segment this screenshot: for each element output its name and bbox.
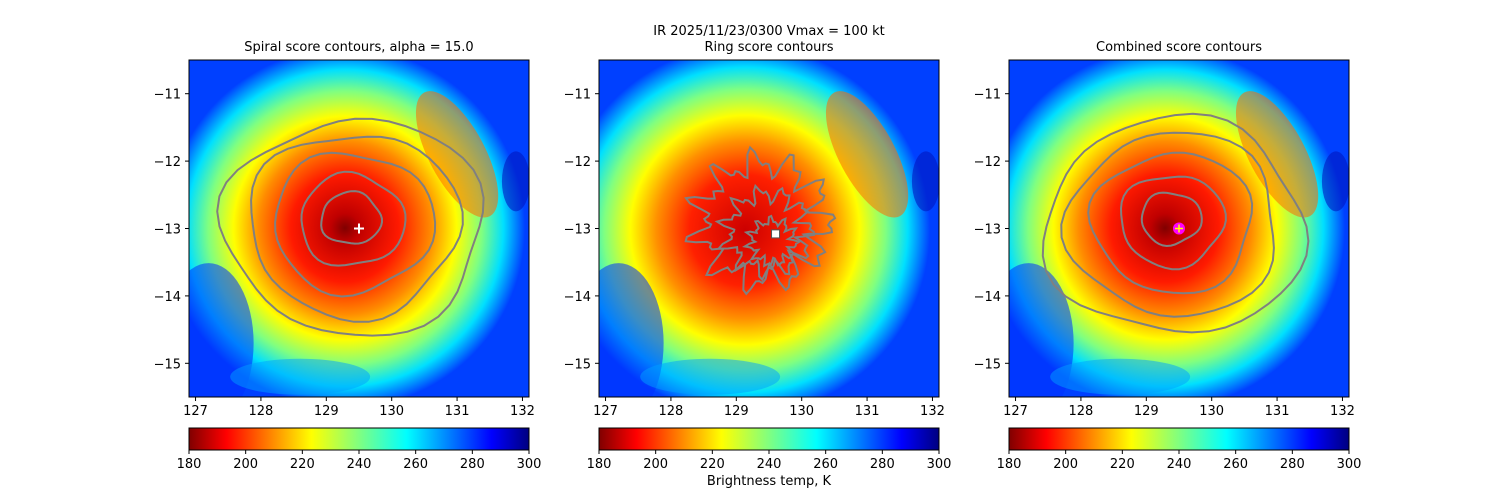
y-tick-label: −13 — [564, 223, 591, 238]
x-tick-label: 128 — [249, 404, 274, 419]
y-tick-label: −12 — [154, 155, 181, 170]
colorbar — [188, 427, 530, 451]
colorbar-tick-label: 220 — [290, 457, 315, 472]
x-tick-label: 129 — [1134, 404, 1159, 419]
y-tick-label: −15 — [564, 357, 591, 372]
x-tick-label: 131 — [855, 404, 880, 419]
colorbar-tick-label: 300 — [927, 457, 952, 472]
x-tick-label: 131 — [1265, 404, 1290, 419]
clear-region — [1321, 151, 1349, 212]
ir-image — [1009, 60, 1349, 397]
score-contour — [1087, 151, 1254, 295]
contours — [684, 145, 837, 296]
colorbar-tick-label: 200 — [643, 457, 668, 472]
colorbar-tick-label: 220 — [700, 457, 725, 472]
clear-region — [189, 263, 254, 397]
y-tick-label: −11 — [974, 88, 1001, 103]
contours — [1041, 112, 1310, 334]
colorbar-tick-label: 300 — [1337, 457, 1362, 472]
panel-2: Ring score contours 127 128 129 130 131 132 −11… — [564, 40, 952, 472]
panel-3: Combined score contours 127 128 129 130 131 13… — [974, 40, 1362, 472]
x-tick-label: 130 — [379, 404, 404, 419]
colorbar-tick-label: 180 — [587, 457, 612, 472]
colorbar — [1008, 427, 1350, 451]
y-tick-label: −15 — [154, 357, 181, 372]
x-tick-label: 127 — [1003, 404, 1028, 419]
score-contour — [216, 117, 485, 337]
clear-region — [640, 358, 781, 395]
x-tick-label: 129 — [724, 404, 749, 419]
clear-region — [501, 151, 529, 212]
x-tick-label: 127 — [593, 404, 618, 419]
y-tick-label: −11 — [564, 88, 591, 103]
score-contour — [1060, 131, 1275, 318]
clear-region — [230, 358, 371, 395]
score-contour — [1140, 191, 1203, 248]
x-tick-label: 129 — [314, 404, 339, 419]
clear-region — [1009, 263, 1074, 397]
clear-region — [599, 263, 664, 397]
colorbar — [598, 427, 940, 451]
colorbar-tick-label: 200 — [1053, 457, 1078, 472]
clear-region — [1050, 358, 1191, 395]
colorbar-label: Brightness temp, K — [707, 474, 832, 489]
panel-title: Combined score contours — [1096, 40, 1262, 55]
clear-region — [911, 151, 939, 212]
colorbar-tick-label: 220 — [1110, 457, 1135, 472]
y-tick-label: −15 — [974, 357, 1001, 372]
score-contour — [320, 190, 384, 245]
score-contour — [274, 151, 437, 298]
y-tick-label: −14 — [564, 290, 591, 305]
colorbar-tick-label: 280 — [870, 457, 895, 472]
colorbar-tick-label: 180 — [177, 457, 202, 472]
colorbar-tick-label: 260 — [403, 457, 428, 472]
ir-image — [599, 60, 939, 397]
x-tick-label: 130 — [789, 404, 814, 419]
x-tick-label: 132 — [1330, 404, 1355, 419]
colorbar-tick-label: 280 — [460, 457, 485, 472]
figure-suptitle: IR 2025/11/23/0300 Vmax = 100 kt — [653, 24, 884, 39]
x-tick-label: 127 — [183, 404, 208, 419]
colorbar-tick-label: 240 — [1167, 457, 1192, 472]
ir-image — [189, 60, 529, 397]
outflow-band — [825, 91, 909, 218]
contours — [216, 117, 485, 337]
score-contour — [1041, 112, 1310, 334]
y-tick-label: −14 — [154, 290, 181, 305]
colorbar-tick-label: 280 — [1280, 457, 1305, 472]
colorbar-tick-label: 260 — [1223, 457, 1248, 472]
score-contour — [1119, 175, 1227, 271]
outflow-band — [1235, 91, 1319, 218]
x-tick-label: 132 — [920, 404, 945, 419]
center-marker — [771, 229, 781, 239]
y-tick-label: −13 — [154, 223, 181, 238]
panel-title: Ring score contours — [704, 40, 833, 55]
x-tick-label: 128 — [659, 404, 684, 419]
y-tick-label: −12 — [974, 155, 1001, 170]
colorbar-tick-label: 240 — [757, 457, 782, 472]
colorbar-tick-label: 260 — [813, 457, 838, 472]
center-marker — [354, 223, 364, 234]
y-tick-label: −11 — [154, 88, 181, 103]
colorbar-tick-label: 300 — [517, 457, 542, 472]
colorbar-tick-label: 240 — [347, 457, 372, 472]
x-tick-label: 132 — [510, 404, 535, 419]
ring-contour — [741, 214, 802, 268]
colorbar-tick-label: 180 — [997, 457, 1022, 472]
x-tick-label: 131 — [445, 404, 470, 419]
y-tick-label: −14 — [974, 290, 1001, 305]
score-contour — [300, 170, 407, 267]
center-marker-cross — [1175, 224, 1183, 233]
panel-title: Spiral score contours, alpha = 15.0 — [244, 40, 473, 55]
panel-1: Spiral score contours, alpha = 15.0 127 12… — [154, 40, 542, 472]
y-tick-label: −12 — [564, 155, 591, 170]
colorbar-tick-label: 200 — [233, 457, 258, 472]
x-tick-label: 130 — [1199, 404, 1224, 419]
y-tick-label: −13 — [974, 223, 1001, 238]
ring-contour — [714, 183, 816, 282]
score-contour — [250, 135, 464, 323]
x-tick-label: 128 — [1069, 404, 1094, 419]
ring-contour — [684, 145, 837, 296]
